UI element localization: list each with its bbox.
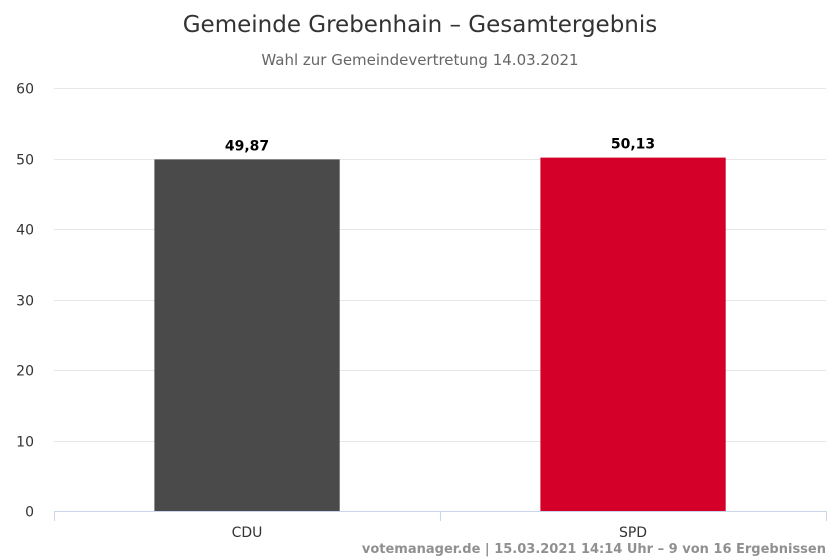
bar-cdu [154, 159, 340, 511]
chart-subtitle: Wahl zur Gemeindevertretung 14.03.2021 [261, 51, 578, 69]
y-tick-label: 40 [16, 223, 34, 239]
y-tick-label: 30 [16, 294, 34, 310]
chart-title: Gemeinde Grebenhain – Gesamtergebnis [183, 12, 658, 38]
bars: 49,87 50,13 [154, 137, 726, 511]
x-tick-label: SPD [619, 525, 647, 541]
y-tick-label: 0 [25, 505, 34, 521]
x-axis: CDU SPD [54, 511, 827, 541]
data-label: 49,87 [225, 138, 269, 154]
y-tick-label: 50 [16, 153, 34, 169]
y-axis: 0 10 20 30 40 50 60 [16, 82, 34, 521]
data-label: 50,13 [611, 137, 655, 153]
x-tick-label: CDU [232, 525, 263, 541]
credits[interactable]: votemanager.de | 15.03.2021 14:14 Uhr – … [362, 542, 826, 557]
y-tick-label: 60 [16, 82, 34, 98]
y-tick-label: 20 [16, 364, 34, 380]
y-tick-label: 10 [16, 435, 34, 451]
bar-spd [540, 157, 726, 511]
